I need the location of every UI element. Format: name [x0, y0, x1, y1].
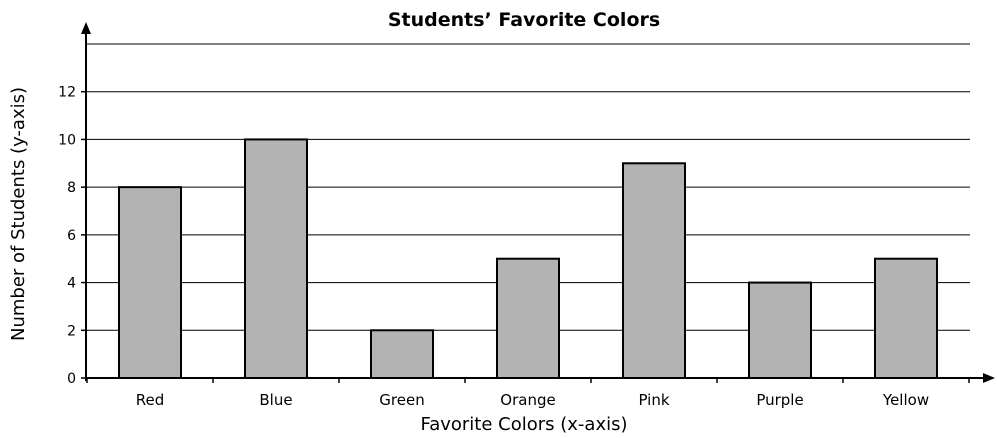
bar-yellow	[874, 257, 938, 380]
y-tick-label: 10	[58, 132, 76, 148]
x-tick-label: Red	[136, 391, 165, 409]
bar-red	[118, 186, 182, 379]
gridlines	[86, 43, 970, 331]
axes	[81, 22, 995, 383]
y-tick-label: 4	[67, 276, 76, 292]
x-axis-label: Favorite Colors (x-axis)	[421, 414, 628, 435]
y-axis-ticks: 0 2 4 6 8 10 12	[58, 85, 86, 387]
bars	[118, 138, 938, 380]
y-tick-label: 8	[67, 180, 76, 196]
bar-green	[370, 329, 434, 379]
x-tick-label: Orange	[500, 391, 555, 409]
y-tick-label: 6	[67, 228, 76, 244]
bar-pink	[622, 162, 686, 379]
bar-orange	[496, 257, 560, 380]
y-tick-label: 12	[58, 85, 76, 101]
bar-blue	[244, 138, 308, 379]
x-axis-ticks: Red Blue Green Orange Pink Purple Yellow	[86, 378, 970, 409]
x-tick-label: Yellow	[882, 391, 929, 409]
y-tick-label: 0	[67, 371, 76, 387]
x-axis-arrow	[983, 373, 995, 383]
y-axis-label: Number of Students (y-axis)	[8, 87, 29, 341]
chart-title: Students’ Favorite Colors	[388, 9, 660, 31]
y-axis-arrow	[81, 22, 91, 34]
x-tick-label: Pink	[638, 391, 669, 409]
bar-purple	[748, 281, 812, 380]
y-tick-label: 2	[67, 323, 76, 339]
x-tick-label: Purple	[756, 391, 803, 409]
x-tick-label: Green	[379, 391, 424, 409]
x-tick-label: Blue	[259, 391, 292, 409]
